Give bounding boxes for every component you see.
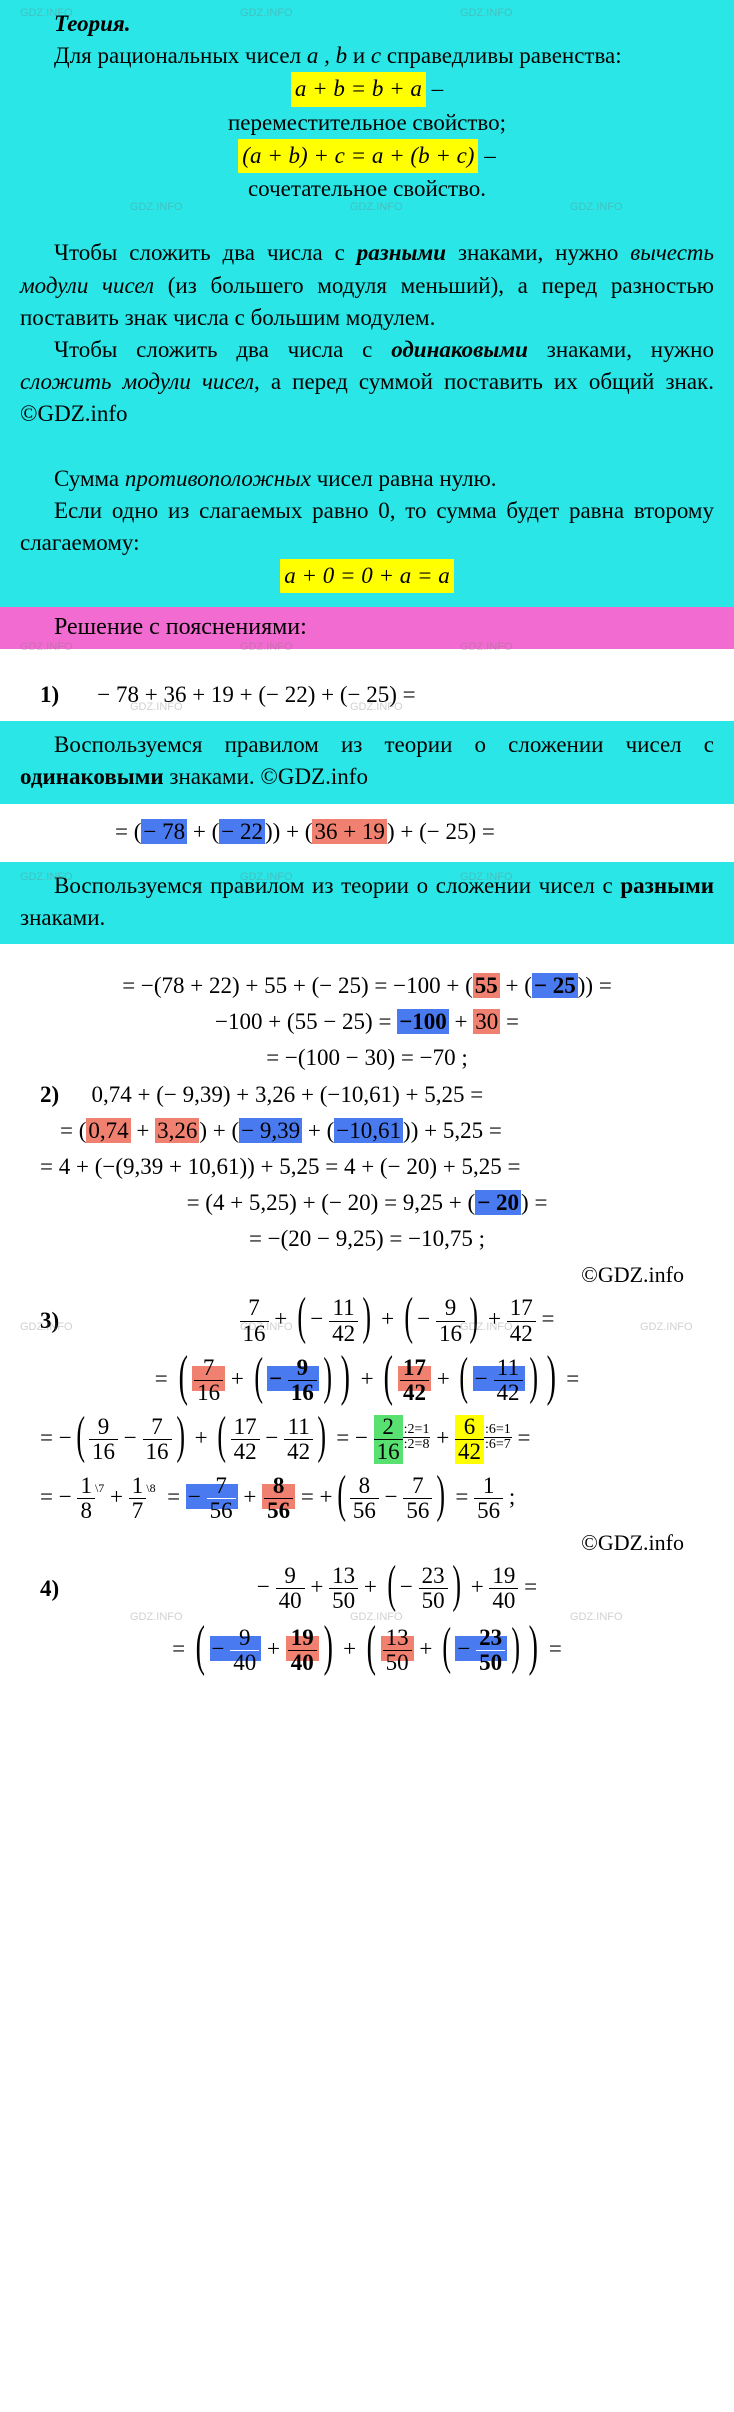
formula-zero: a + 0 = 0 + a = a <box>20 559 714 593</box>
item-3-line4: = − 18\7 + 17\8 = − 756 + 856 = +(856 − … <box>20 1474 714 1523</box>
item-2-line2: = (0,74 + 3,26) + (− 9,39 + (−10,61)) + … <box>20 1115 714 1147</box>
copyright-1: ©GDZ.info <box>20 1260 714 1291</box>
item-4-line1: 4) − 940 + 1350 + (− 2350) + 1940 = <box>20 1564 714 1613</box>
item-1-line1: − 78 + 36 + 19 + (− 22) + (− 25) = <box>97 682 415 707</box>
item-3-label: 3) <box>40 1305 80 1337</box>
item-2-line5: = −(20 − 9,25) = −10,75 ; <box>20 1223 714 1255</box>
formula-commutative: a + b = b + a – <box>20 72 714 106</box>
prop-commutative: переместительное свойство; <box>20 107 714 139</box>
theory-section: Теория. Для рациональных чисел a , b и c… <box>0 0 734 607</box>
solution-1-line2: = (− 78 + (− 22)) + (36 + 19) + (− 25) = <box>0 804 734 862</box>
item-1-label: 1) <box>40 679 80 711</box>
prop-associative: сочетательное свойство. <box>20 173 714 205</box>
solution-1-expl1: Воспользуемся правилом из теории о сложе… <box>0 721 734 803</box>
solutions-header: Решение с пояснениями: <box>0 607 734 649</box>
solution-1-start: 1) − 78 + 36 + 19 + (− 22) + (− 25) = <box>0 649 734 721</box>
theory-diff-signs: Чтобы сложить два числа с разными знакам… <box>20 237 714 334</box>
solution-1-rest: = −(78 + 22) + 55 + (− 25) = −100 + (55 … <box>0 944 734 1689</box>
theory-opposite: Сумма противоположных чисел равна нулю. <box>20 463 714 495</box>
theory-same-signs: Чтобы сложить два числа с одинаковыми зн… <box>20 334 714 431</box>
theory-zero: Если одно из слагаемых равно 0, то сумма… <box>20 495 714 559</box>
item-2-line1: 0,74 + (− 9,39) + 3,26 + (−10,61) + 5,25… <box>92 1082 484 1107</box>
item-4-line2: = (− 940 + 1940) + (1350 + (− 2350)) = <box>20 1626 714 1675</box>
item-3-line2: = (716 + (− 916)) + (1742 + (− 1142)) = <box>20 1356 714 1405</box>
item-2-line3: = 4 + (−(9,39 + 10,61)) + 5,25 = 4 + (− … <box>20 1151 714 1183</box>
theory-intro: Для рациональных чисел a , b и c справед… <box>20 40 714 72</box>
item-2-label: 2) <box>40 1079 80 1111</box>
item-2-line4: = (4 + 5,25) + (− 20) = 9,25 + (− 20) = <box>20 1187 714 1219</box>
item-4-label: 4) <box>40 1573 80 1605</box>
solution-1-expl2: Воспользуемся правилом из теории о сложе… <box>0 862 734 944</box>
copyright-2: ©GDZ.info <box>20 1528 714 1559</box>
formula-associative: (a + b) + c = a + (b + c) – <box>20 139 714 173</box>
item-3-line1: 3) 716 + (− 1142) + (− 916) + 1742 = <box>20 1296 714 1345</box>
item-3-line3: = −(916 − 716) + (1742 − 1142) = − 216:2… <box>20 1415 714 1464</box>
theory-title: Теория. <box>54 11 131 36</box>
